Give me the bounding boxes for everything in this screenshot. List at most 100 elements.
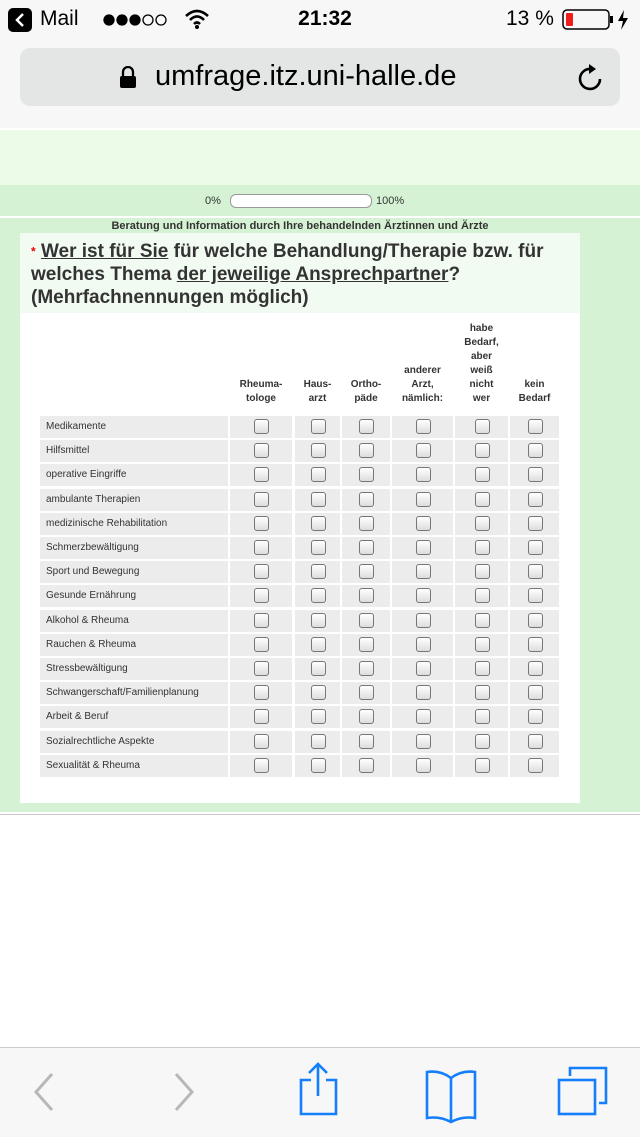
bookmarks-button[interactable]: [425, 1070, 477, 1124]
checkbox[interactable]: [527, 540, 543, 555]
checkbox[interactable]: [310, 636, 326, 652]
checkbox[interactable]: [254, 443, 269, 459]
checkbox[interactable]: [474, 564, 490, 580]
checkbox[interactable]: [310, 467, 326, 483]
checkbox[interactable]: [527, 515, 543, 531]
checkbox[interactable]: [359, 661, 374, 676]
back-app[interactable]: Mail: [40, 7, 79, 30]
checkbox[interactable]: [474, 467, 490, 483]
checkbox[interactable]: [310, 564, 326, 580]
checkbox[interactable]: [359, 733, 374, 749]
checkbox[interactable]: [310, 757, 326, 773]
checkbox[interactable]: [359, 636, 374, 652]
checkbox[interactable]: [474, 443, 490, 459]
share-button[interactable]: [299, 1062, 338, 1116]
checkbox[interactable]: [527, 636, 543, 652]
checkbox[interactable]: [474, 733, 490, 749]
checkbox[interactable]: [527, 661, 543, 676]
checkbox[interactable]: [254, 564, 269, 580]
checkbox[interactable]: [415, 588, 431, 604]
checkbox[interactable]: [415, 612, 431, 628]
back-app-icon[interactable]: [8, 8, 32, 32]
checkbox[interactable]: [527, 588, 543, 604]
checkbox[interactable]: [359, 757, 374, 773]
checkbox[interactable]: [415, 733, 431, 749]
checkbox[interactable]: [359, 685, 374, 701]
checkbox[interactable]: [254, 588, 269, 604]
checkbox[interactable]: [254, 757, 269, 773]
checkbox[interactable]: [310, 443, 326, 459]
address-bar[interactable]: [20, 48, 620, 106]
checkbox[interactable]: [310, 685, 326, 701]
checkbox[interactable]: [527, 419, 543, 434]
checkbox[interactable]: [310, 515, 326, 531]
checkbox[interactable]: [310, 661, 326, 676]
forward-button[interactable]: [174, 1073, 195, 1111]
checkbox[interactable]: [527, 443, 543, 459]
checkbox[interactable]: [359, 588, 374, 604]
checkbox[interactable]: [359, 540, 374, 555]
checkbox[interactable]: [254, 419, 269, 434]
checkbox[interactable]: [474, 612, 490, 628]
checkbox[interactable]: [474, 419, 490, 434]
checkbox[interactable]: [310, 709, 326, 725]
checkbox[interactable]: [527, 709, 543, 725]
checkbox[interactable]: [359, 709, 374, 725]
checkbox[interactable]: [359, 419, 374, 434]
checkbox[interactable]: [310, 491, 326, 507]
checkbox[interactable]: [310, 419, 326, 434]
checkbox[interactable]: [474, 709, 490, 725]
checkbox[interactable]: [310, 540, 326, 555]
checkbox[interactable]: [415, 540, 431, 555]
checkbox[interactable]: [359, 467, 374, 483]
checkbox[interactable]: [527, 612, 543, 628]
checkbox[interactable]: [254, 661, 269, 676]
checkbox[interactable]: [415, 515, 431, 531]
checkbox[interactable]: [415, 636, 431, 652]
tabs-button[interactable]: [557, 1066, 608, 1116]
checkbox[interactable]: [415, 709, 431, 725]
checkbox[interactable]: [254, 733, 269, 749]
back-button[interactable]: [33, 1073, 54, 1111]
checkbox[interactable]: [359, 515, 374, 531]
checkbox[interactable]: [415, 419, 431, 434]
checkbox[interactable]: [359, 443, 374, 459]
checkbox[interactable]: [474, 540, 490, 555]
checkbox[interactable]: [474, 685, 490, 701]
checkbox[interactable]: [310, 612, 326, 628]
checkbox[interactable]: [310, 588, 326, 604]
checkbox[interactable]: [527, 757, 543, 773]
checkbox[interactable]: [415, 757, 431, 773]
checkbox[interactable]: [415, 564, 431, 580]
checkbox[interactable]: [415, 491, 431, 507]
checkbox[interactable]: [359, 564, 374, 580]
checkbox[interactable]: [415, 443, 431, 459]
checkbox[interactable]: [359, 612, 374, 628]
checkbox[interactable]: [254, 685, 269, 701]
checkbox[interactable]: [474, 491, 490, 507]
checkbox[interactable]: [254, 636, 269, 652]
checkbox[interactable]: [310, 733, 326, 749]
reload-icon[interactable]: [576, 62, 606, 94]
checkbox[interactable]: [474, 757, 490, 773]
url[interactable]: umfrage.itz.uni-halle.de: [155, 60, 457, 92]
checkbox[interactable]: [474, 661, 490, 676]
checkbox[interactable]: [254, 612, 269, 628]
checkbox[interactable]: [527, 491, 543, 507]
checkbox[interactable]: [527, 564, 543, 580]
checkbox[interactable]: [527, 733, 543, 749]
checkbox[interactable]: [359, 491, 374, 507]
checkbox[interactable]: [474, 515, 490, 531]
checkbox[interactable]: [254, 515, 269, 531]
checkbox[interactable]: [527, 685, 543, 701]
checkbox[interactable]: [254, 491, 269, 507]
checkbox[interactable]: [254, 540, 269, 555]
checkbox[interactable]: [415, 467, 431, 483]
checkbox[interactable]: [254, 709, 269, 725]
checkbox[interactable]: [415, 685, 431, 701]
checkbox[interactable]: [474, 636, 490, 652]
checkbox[interactable]: [474, 588, 490, 604]
checkbox[interactable]: [254, 467, 269, 483]
checkbox[interactable]: [415, 661, 431, 676]
checkbox[interactable]: [527, 467, 543, 483]
